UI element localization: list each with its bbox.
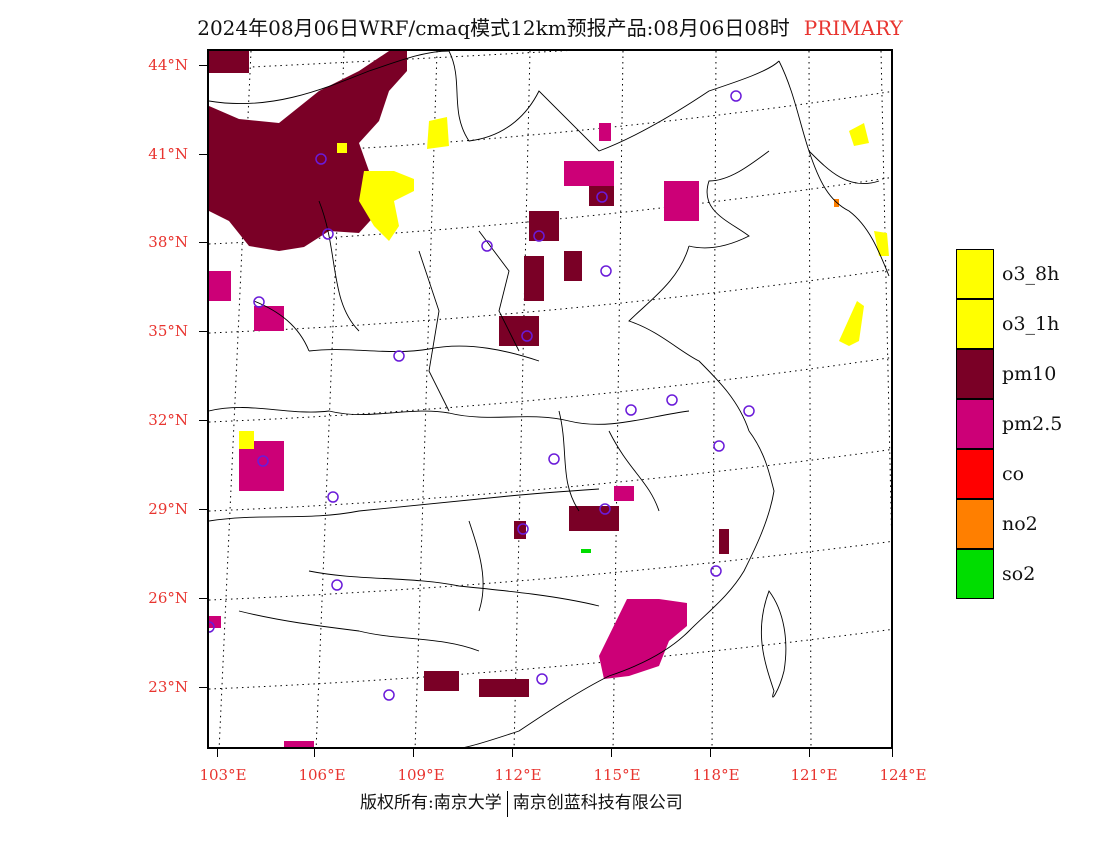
lon-label-109: 109°E [397,766,445,784]
lon-label-118: 118°E [692,766,740,784]
legend-label: so2 [1002,563,1036,585]
map-canvas [209,51,891,747]
lon-tick [314,749,315,757]
lon-tick [710,749,711,757]
legend-label: no2 [1002,513,1038,535]
lat-label-29: 29°N [148,500,188,518]
lon-label-112: 112°E [494,766,542,784]
lon-tick [611,749,612,757]
category-label: PRIMARY [803,16,903,40]
lon-tick [413,749,414,757]
lon-tick [512,749,513,757]
lat-tick [199,598,207,599]
forecast-map [207,49,893,749]
so2-area [581,549,591,553]
legend-swatch [956,249,994,299]
lon-label-103: 103°E [199,766,247,784]
pm25-areas [209,123,699,747]
lat-tick [199,420,207,421]
pm10-areas [209,51,729,697]
lat-label-23: 23°N [148,678,188,696]
legend-swatch [956,449,994,499]
lat-label-35: 35°N [148,322,188,340]
lat-tick [199,242,207,243]
lat-label-26: 26°N [148,589,188,607]
lat-tick [199,154,207,155]
map-title: 2024年08月06日WRF/cmaq模式12km预报产品:08月06日08时 P… [0,12,1100,41]
legend-label: o3_1h [1002,313,1060,335]
lon-label-115: 115°E [593,766,641,784]
legend-swatch [956,499,994,549]
station-markers [209,90,755,701]
copyright-footer: 版权所有:南京大学 南京创蓝科技有限公司 [360,788,683,817]
lat-tick [199,65,207,66]
lon-label-106: 106°E [298,766,346,784]
legend-label: pm10 [1002,363,1057,385]
legend-swatch [956,299,994,349]
legend-label: pm2.5 [1002,413,1063,435]
boundaries [209,51,890,747]
legend-label: o3_8h [1002,263,1060,285]
lat-label-32: 32°N [148,411,188,429]
legend-swatch [956,549,994,599]
copyright-left: 版权所有:南京大学 [360,793,502,813]
lat-tick [199,687,207,688]
lon-label-121: 121°E [790,766,838,784]
legend-label: co [1002,463,1025,485]
lat-label-38: 38°N [148,233,188,251]
legend-swatch [956,349,994,399]
lon-tick [809,749,810,757]
footer-divider [506,790,508,817]
lon-tick [892,749,893,757]
lat-tick [199,331,207,332]
legend-swatch [956,399,994,449]
lon-tick [217,749,218,757]
lat-tick [199,509,207,510]
ozone-areas [239,117,889,449]
copyright-right: 南京创蓝科技有限公司 [512,793,683,813]
no2-area [834,199,839,207]
lat-label-41: 41°N [148,145,188,163]
title-text: 2024年08月06日WRF/cmaq模式12km预报产品:08月06日08时 [197,16,790,40]
lat-label-44: 44°N [148,56,188,74]
lon-label-124: 124°E [879,766,927,784]
